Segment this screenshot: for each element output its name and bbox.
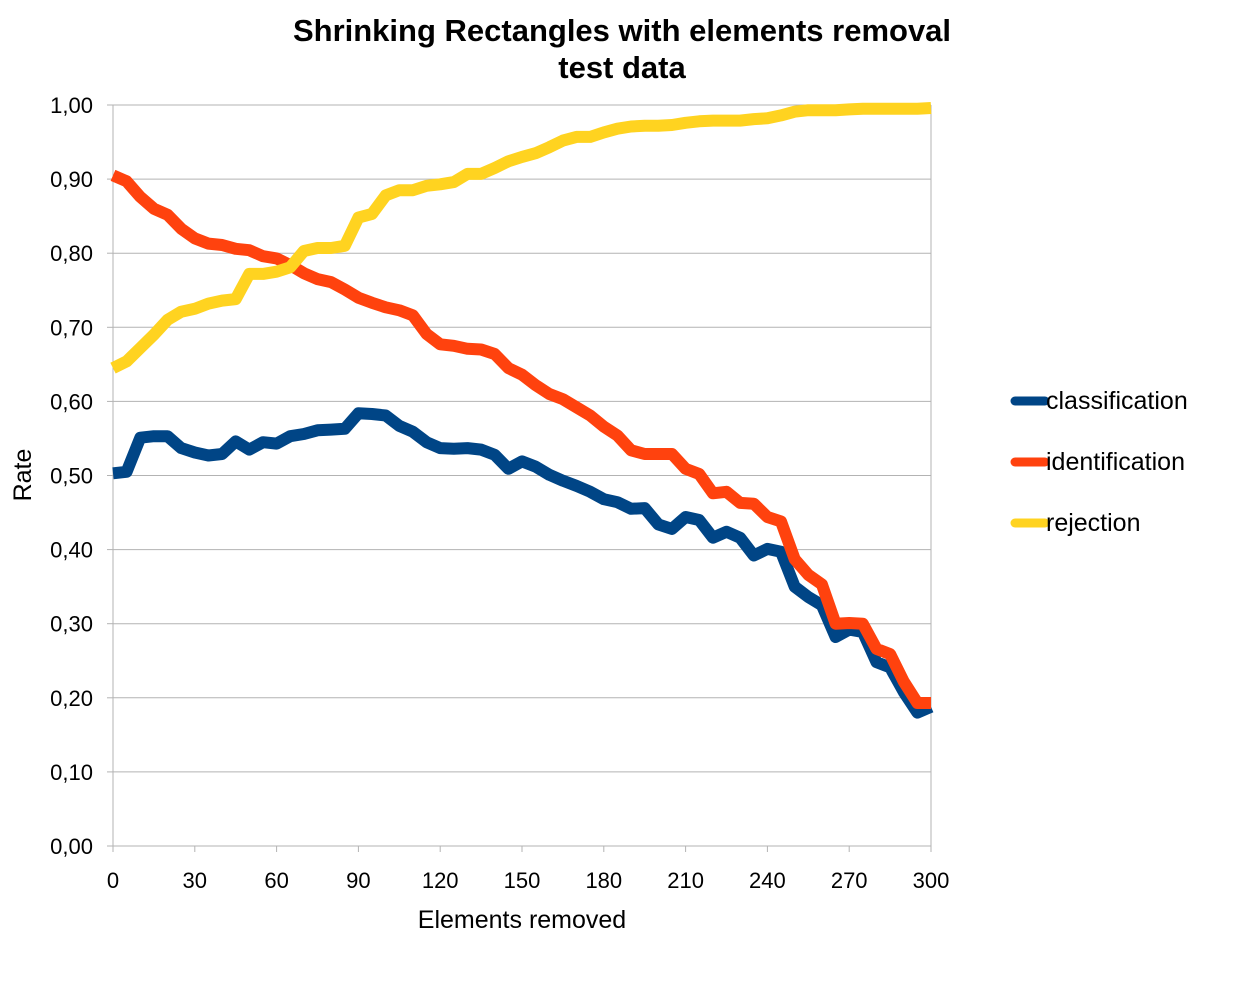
y-tick-label: 0,60	[50, 389, 93, 414]
tick-labels: 0,00 0,10 0,20 0,30 0,40 0,50 0,60 0,70 0,80 0,90…	[50, 93, 949, 893]
y-axis-label: Rate	[9, 449, 37, 502]
y-tick-label: 0,20	[50, 686, 93, 711]
gridlines	[113, 104, 931, 847]
y-tick-label: 0,10	[50, 760, 93, 785]
x-tick-label: 150	[504, 868, 541, 893]
x-tick-label: 240	[749, 868, 786, 893]
x-tick-label: 120	[422, 868, 459, 893]
legend-label-classification: classification	[1046, 387, 1188, 415]
x-tick-label: 30	[183, 868, 207, 893]
chart-subtitle: test data	[558, 50, 686, 85]
x-tick-label: 270	[831, 868, 868, 893]
x-tick-label: 0	[107, 868, 119, 893]
legend: classification identification rejection	[1010, 387, 1188, 537]
y-tick-label: 0,70	[50, 315, 93, 340]
series-lines	[110, 102, 934, 719]
chart-title: Shrinking Rectangles with elements remov…	[293, 13, 951, 48]
y-tick-label: 0,90	[50, 167, 93, 192]
x-axis-label: Elements removed	[418, 906, 626, 934]
legend-label-identification: identification	[1046, 448, 1185, 476]
x-tick-label: 90	[346, 868, 370, 893]
series-line-rejection	[110, 102, 932, 374]
y-tick-label: 0,40	[50, 538, 93, 563]
series-line-classification	[112, 407, 934, 719]
y-tick-label: 1,00	[50, 93, 93, 118]
y-tick-label: 0,50	[50, 464, 93, 489]
x-tick-label: 180	[585, 868, 622, 893]
series-line-identification	[110, 169, 931, 709]
y-tick-label: 0,80	[50, 241, 93, 266]
x-tick-label: 60	[264, 868, 288, 893]
y-tick-label: 0,00	[50, 834, 93, 859]
legend-label-rejection: rejection	[1046, 509, 1141, 537]
x-tick-label: 300	[913, 868, 950, 893]
axes	[107, 104, 932, 852]
y-tick-label: 0,30	[50, 612, 93, 637]
x-tick-label: 210	[667, 868, 704, 893]
